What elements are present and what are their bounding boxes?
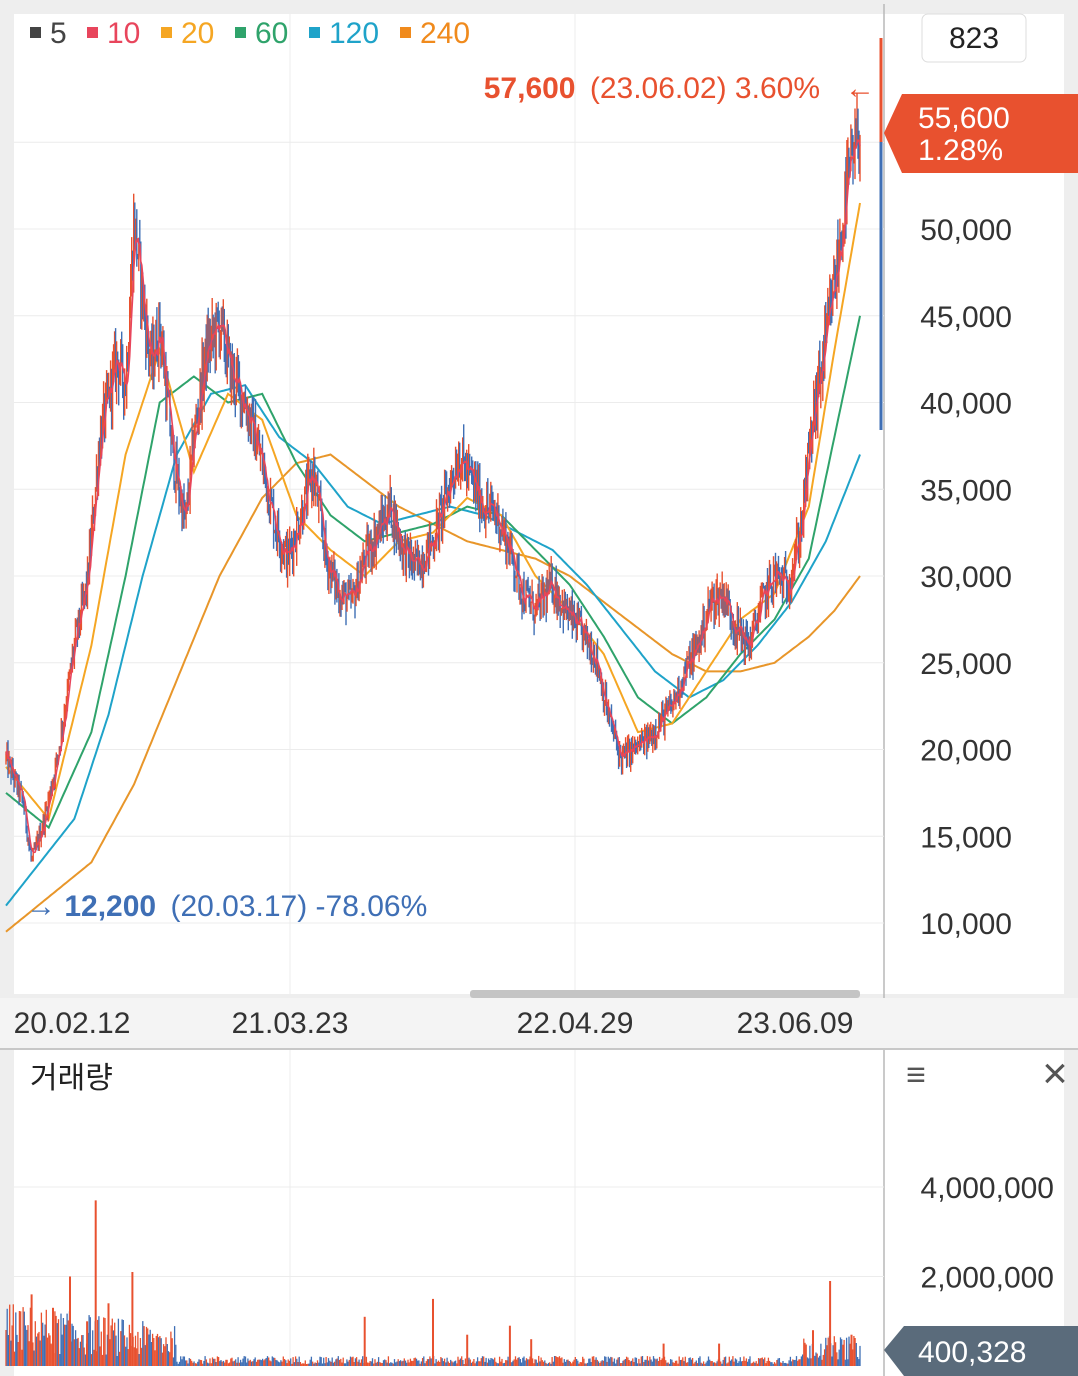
- legend-swatch: [400, 27, 411, 38]
- chart-scrollbar[interactable]: [470, 990, 860, 998]
- volume-bars: [5, 1200, 861, 1366]
- svg-text:57,600 (23.06.02) 3.60%: 57,600 (23.06.02) 3.60%: [484, 72, 820, 105]
- legend-swatch: [30, 27, 41, 38]
- ma5-line: [5, 139, 861, 854]
- legend-item-120[interactable]: 120: [309, 17, 379, 50]
- ma60-line: [5, 315, 861, 830]
- legend-label: 5: [50, 17, 67, 50]
- legend-swatch: [161, 27, 172, 38]
- legend-item-240[interactable]: 240: [400, 17, 470, 50]
- legend-swatch: [87, 27, 98, 38]
- price-tick-label: 40,000: [920, 388, 1012, 421]
- legend-swatch: [309, 27, 320, 38]
- high-value: 57,600: [484, 72, 576, 105]
- current-price-badge: 55,600 1.28%: [884, 94, 1078, 173]
- moving-average-legend[interactable]: 5 10 20 60 120 240: [30, 17, 470, 50]
- volume-panel: [14, 1050, 884, 1376]
- price-tick-label: 45,000: [920, 301, 1012, 334]
- low-value: 12,200: [64, 890, 156, 923]
- price-tick-label: 10,000: [920, 908, 1012, 941]
- svg-text:→ 12,200 (20.03.17: → 12,200 (20.03.17) -78.06%: [26, 890, 427, 923]
- ma20-line: [5, 202, 861, 822]
- date-tick-label: 22.04.29: [517, 1007, 634, 1040]
- legend-label: 10: [107, 17, 140, 50]
- legend-item-10[interactable]: 10: [87, 17, 140, 50]
- price-gridlines: [14, 14, 884, 994]
- count-badge-text: 823: [949, 22, 999, 55]
- volume-axis-panel: [884, 1050, 1064, 1376]
- price-tick-label: 30,000: [920, 561, 1012, 594]
- high-detail: (23.06.02) 3.60%: [590, 72, 820, 105]
- menu-icon[interactable]: ≡: [906, 1056, 926, 1094]
- volume-axis-labels: 4,000,000 2,000,000: [921, 1172, 1054, 1295]
- price-tick-label: 20,000: [920, 735, 1012, 768]
- date-tick-label: 23.06.09: [737, 1007, 854, 1040]
- low-annotation: → 12,200 (20.03.17) -78.06%: [26, 890, 427, 923]
- volume-gridlines: [14, 1050, 884, 1366]
- legend-item-60[interactable]: 60: [235, 17, 288, 50]
- legend-item-20[interactable]: 20: [161, 17, 214, 50]
- legend-label: 20: [181, 17, 214, 50]
- volume-badge-text: 400,328: [918, 1336, 1026, 1369]
- volume-tick-label: 2,000,000: [921, 1262, 1054, 1295]
- price-axis-panel: [884, 14, 1064, 994]
- date-tick-label: 21.03.23: [232, 1007, 349, 1040]
- legend-label: 60: [255, 17, 288, 50]
- price-tick-label: 25,000: [920, 648, 1012, 681]
- date-axis-bar: [0, 998, 1078, 1048]
- legend-label: 240: [420, 17, 470, 50]
- price-tick-label: 15,000: [920, 821, 1012, 854]
- volume-tick-label: 4,000,000: [921, 1172, 1054, 1205]
- high-annotation: 57,600 (23.06.02) 3.60% ←: [484, 72, 875, 105]
- volume-panel-title: 거래량: [30, 1062, 113, 1095]
- low-arrow-icon: →: [26, 890, 56, 923]
- volume-badge: 400,328: [884, 1326, 1078, 1376]
- price-axis-labels: 50,000 45,000 40,000 35,000 30,000 25,000 20,0…: [920, 214, 1012, 941]
- legend-swatch: [235, 27, 246, 38]
- low-detail: (20.03.17) -78.06%: [170, 890, 427, 923]
- price-tick-label: 50,000: [920, 214, 1012, 247]
- price-tick-label: 35,000: [920, 474, 1012, 507]
- current-price: 55,600: [918, 102, 1010, 135]
- legend-item-5[interactable]: 5: [30, 17, 67, 50]
- count-badge[interactable]: 823: [921, 13, 1027, 63]
- moving-average-lines: [5, 202, 861, 933]
- candle-series: [5, 38, 883, 862]
- high-arrow-icon: ←: [845, 72, 875, 105]
- date-tick-label: 20.02.12: [14, 1007, 131, 1040]
- date-axis-labels: 20.02.12 21.03.23 22.04.29 23.06.09: [14, 1007, 854, 1040]
- current-change: 1.28%: [918, 134, 1003, 167]
- close-icon[interactable]: ×: [1042, 1049, 1068, 1098]
- legend-label: 120: [329, 17, 379, 50]
